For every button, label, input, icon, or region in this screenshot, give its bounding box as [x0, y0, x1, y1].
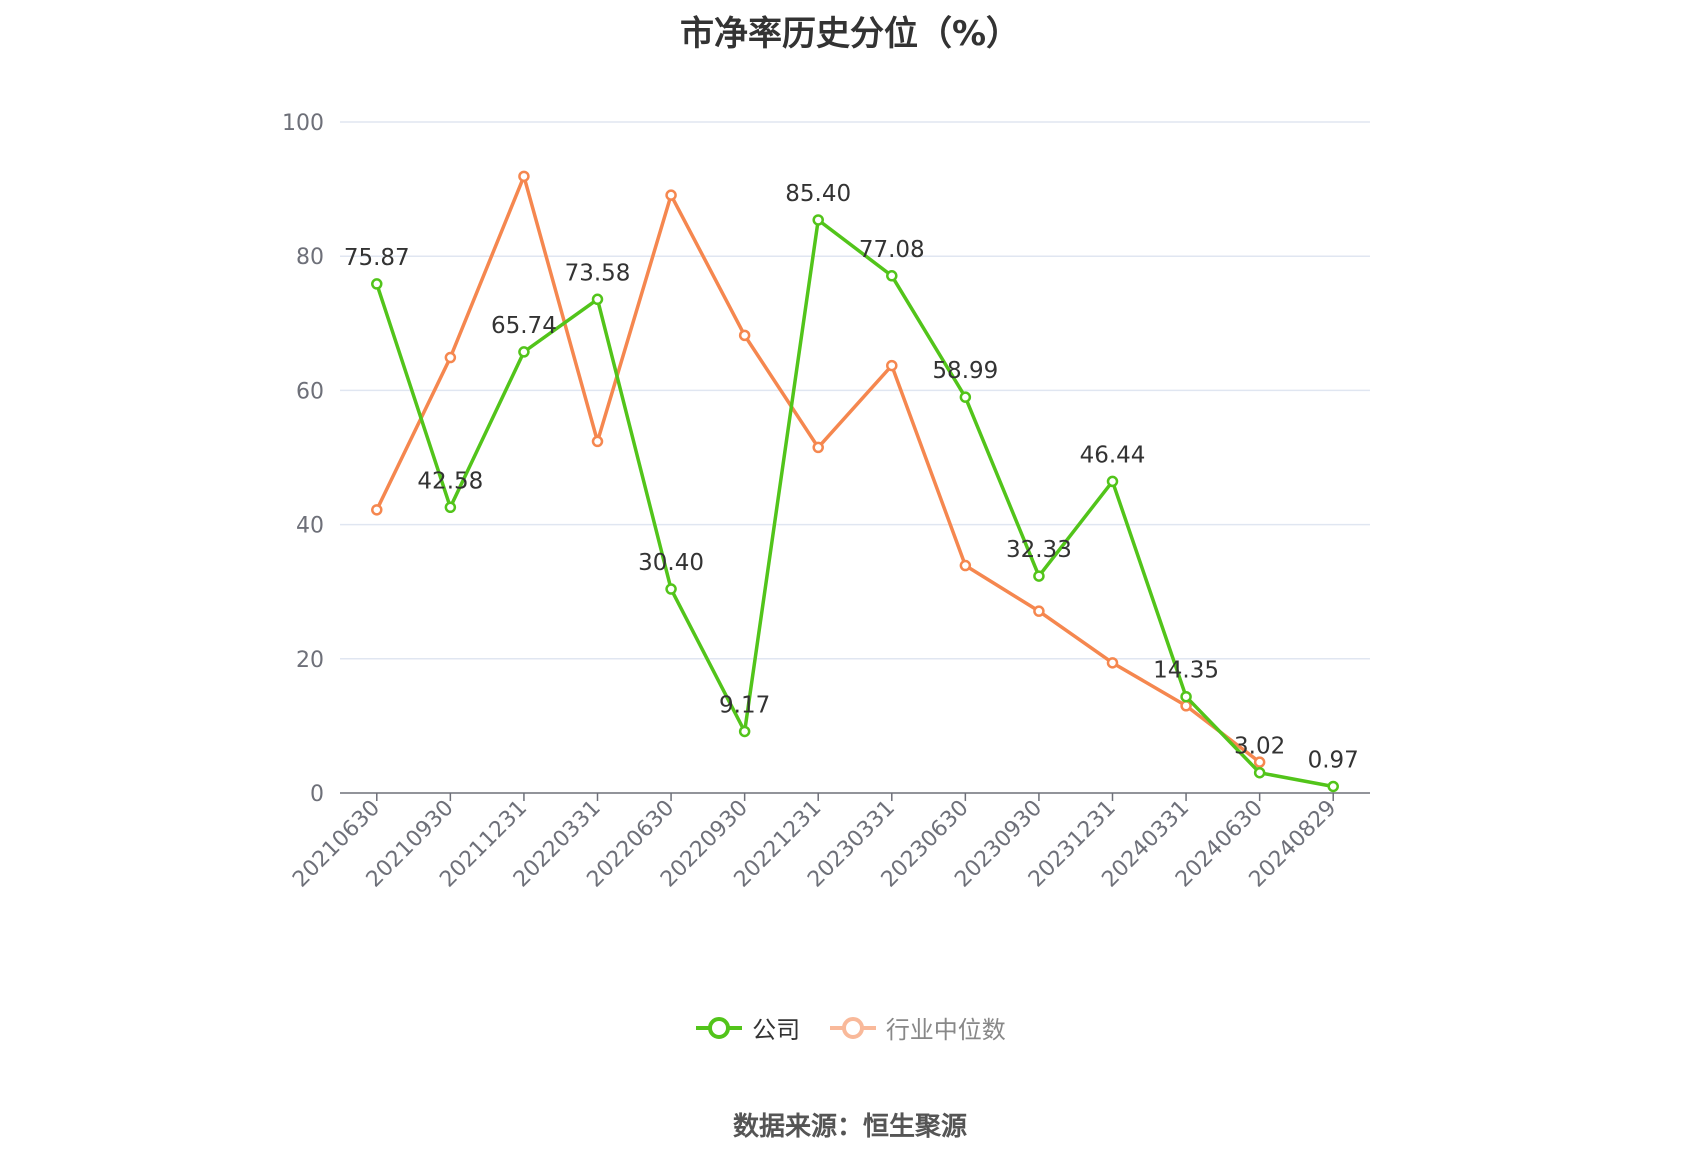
point-s1-9[interactable]: [1033, 605, 1045, 617]
point-s0-6[interactable]: [812, 214, 824, 226]
data-label-12: 3.02: [1234, 734, 1285, 760]
data-label-2: 65.74: [491, 313, 557, 339]
point-s1-10[interactable]: [1106, 657, 1119, 669]
series-line-1: [375, 174, 1261, 764]
series-line-0: [375, 218, 1334, 789]
data-label-10: 46.44: [1080, 442, 1146, 468]
y-tick-label-4: 80: [296, 245, 324, 270]
grid-lines: [340, 121, 1370, 660]
data-source-note: 数据来源：恒生聚源: [732, 1112, 967, 1142]
legend-label-industry-median: 行业中位数: [885, 1016, 1006, 1044]
legend-company-line-icon: [696, 1016, 743, 1039]
point-s0-8[interactable]: [959, 391, 972, 403]
legend-item-industry-median[interactable]: 行业中位数: [828, 1010, 1006, 1045]
point-s1-3[interactable]: [591, 435, 604, 448]
data-label-11: 14.35: [1153, 658, 1219, 684]
chart-title: 市净率历史分位（%）: [679, 14, 1021, 54]
point-s0-11[interactable]: [1180, 690, 1192, 703]
point-s1-5[interactable]: [738, 329, 751, 342]
legend-item-company[interactable]: 公司: [694, 1010, 800, 1045]
point-s0-3[interactable]: [591, 293, 604, 306]
point-s0-2[interactable]: [518, 346, 530, 358]
point-s0-10[interactable]: [1106, 475, 1119, 488]
point-s0-12[interactable]: [1253, 766, 1266, 779]
point-s0-1[interactable]: [444, 501, 457, 514]
y-tick-label-2: 40: [296, 514, 324, 539]
legend: 公司 行业中位数: [0, 1010, 1700, 1047]
data-label-6: 85.40: [785, 181, 851, 207]
point-s1-6[interactable]: [812, 441, 824, 454]
point-s1-12[interactable]: [1253, 756, 1266, 768]
point-s1-0[interactable]: [371, 504, 383, 516]
data-label-0: 75.87: [344, 245, 410, 271]
point-s1-2[interactable]: [518, 170, 530, 183]
point-s0-4[interactable]: [665, 583, 677, 595]
y-tick-label-5: 100: [282, 111, 324, 136]
point-s0-5[interactable]: [738, 725, 751, 738]
point-s1-1[interactable]: [444, 351, 457, 364]
point-s0-0[interactable]: [371, 278, 383, 290]
y-tick-label-3: 60: [296, 379, 324, 404]
data-label-13: 0.97: [1308, 747, 1359, 773]
point-s0-7[interactable]: [886, 270, 898, 282]
point-s1-11[interactable]: [1180, 700, 1192, 712]
data-label-7: 77.08: [859, 237, 925, 263]
point-s1-7[interactable]: [886, 359, 898, 372]
data-label-5: 9.17: [719, 692, 770, 718]
legend-label-company: 公司: [752, 1016, 801, 1044]
legend-industry-line-icon: [829, 1016, 876, 1039]
data-label-4: 30.40: [638, 550, 704, 576]
series-lines: [371, 170, 1339, 793]
data-label-9: 32.33: [1006, 537, 1072, 563]
data-label-8: 58.99: [932, 358, 998, 384]
data-label-3: 73.58: [565, 260, 631, 286]
point-s0-13[interactable]: [1327, 780, 1339, 793]
y-tick-label-0: 0: [310, 782, 324, 807]
data-label-1: 42.58: [417, 468, 483, 494]
y-tick-label-1: 20: [296, 648, 324, 673]
point-s0-9[interactable]: [1033, 570, 1045, 582]
data-labels: 75.87 42.58 65.74 73.58 30.40 9.17 85.40 77.08 5…: [344, 181, 1359, 774]
point-s1-8[interactable]: [959, 559, 972, 572]
point-s1-4[interactable]: [665, 189, 677, 201]
axes: 0204060801002021063020210930202112312022…: [282, 111, 1370, 892]
